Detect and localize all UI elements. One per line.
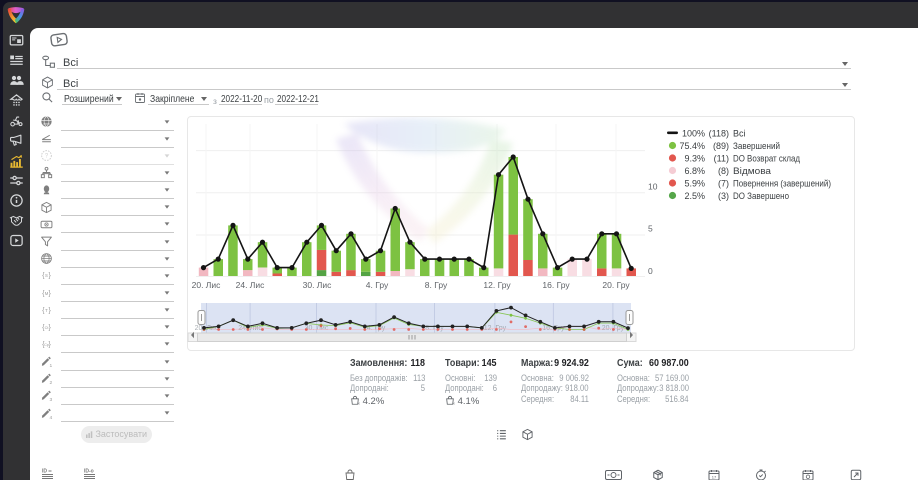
svg-text:9.3%: 9.3% — [684, 154, 705, 164]
svg-text:(3): (3) — [718, 191, 729, 201]
svg-text:2.5%: 2.5% — [684, 191, 705, 201]
svg-text:0: 0 — [648, 266, 653, 276]
svg-text:8. Гру: 8. Гру — [425, 325, 444, 332]
svg-text:2: 2 — [49, 380, 52, 385]
svg-text:x: x — [453, 401, 455, 405]
svg-text:8. Гру: 8. Гру — [425, 280, 448, 290]
svg-text:(89): (89) — [713, 141, 729, 151]
svg-text:20. Лис: 20. Лис — [192, 280, 222, 290]
svg-text:Відмова: Відмова — [733, 166, 771, 176]
svg-text:{: { — [42, 307, 45, 314]
svg-text:1: 1 — [49, 363, 52, 368]
svg-text:?: ? — [45, 154, 49, 160]
svg-text:x: x — [358, 401, 360, 405]
svg-text:5: 5 — [648, 224, 653, 234]
svg-text:20. Гру: 20. Гру — [602, 280, 630, 290]
svg-text:16. Гру: 16. Гру — [542, 280, 570, 290]
svg-text:M: M — [45, 291, 49, 296]
svg-text:30. Лис: 30. Лис — [305, 325, 329, 332]
svg-text:100%: 100% — [682, 129, 705, 139]
svg-text:Cp: Cp — [44, 343, 49, 347]
svg-text:Повернення (завершений): Повернення (завершений) — [733, 179, 831, 189]
svg-text:Всі: Всі — [733, 129, 746, 139]
svg-text:(11): (11) — [714, 154, 729, 164]
svg-text:3: 3 — [49, 397, 52, 402]
svg-text:24. Лис: 24. Лис — [236, 280, 266, 290]
svg-text:Ct: Ct — [45, 326, 50, 330]
svg-text:6.8%: 6.8% — [684, 166, 705, 176]
svg-text:12. Гру: 12. Гру — [483, 280, 511, 290]
svg-text:Завершений: Завершений — [733, 141, 780, 151]
svg-text:4. Гру: 4. Гру — [366, 280, 389, 290]
svg-text:}: } — [48, 290, 51, 297]
svg-text:T: T — [45, 308, 48, 313]
svg-text:{: { — [42, 290, 45, 297]
svg-text:75.4%: 75.4% — [679, 141, 705, 151]
svg-text:4: 4 — [49, 414, 52, 419]
svg-text:S: S — [45, 274, 48, 279]
svg-text:30. Лис: 30. Лис — [303, 280, 333, 290]
svg-text:DO Завершено: DO Завершено — [733, 191, 789, 201]
svg-text:ID-o: ID-o — [84, 469, 94, 475]
svg-text:}: } — [48, 273, 51, 280]
svg-text:}: } — [48, 307, 51, 314]
svg-text:{: { — [42, 273, 45, 280]
svg-text:{: { — [42, 324, 45, 331]
svg-text:10: 10 — [648, 182, 658, 192]
svg-text:(7): (7) — [718, 179, 729, 189]
svg-text:{: { — [42, 342, 45, 349]
svg-text:ID: ID — [42, 469, 47, 475]
svg-text:(118): (118) — [709, 129, 729, 139]
svg-text:4. Гру: 4. Гру — [367, 325, 386, 332]
svg-text:5.9%: 5.9% — [684, 179, 705, 189]
svg-text:}: } — [48, 342, 51, 349]
svg-text:}: } — [48, 324, 51, 331]
svg-text:17: 17 — [712, 475, 717, 480]
svg-text:(8): (8) — [718, 166, 729, 176]
svg-text:DO Возврат склад: DO Возврат склад — [733, 154, 801, 164]
